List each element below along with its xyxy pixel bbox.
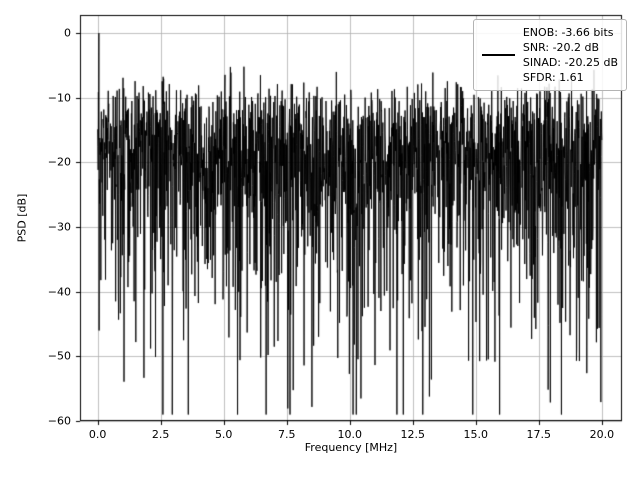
y-tick-label: −20 xyxy=(47,155,71,169)
legend-entry-sinad: SINAD: -20.25 dB xyxy=(522,56,618,69)
y-axis-label: PSD [dB] xyxy=(15,193,29,243)
y-tick-label: −30 xyxy=(47,220,71,234)
legend-entry-enob: ENOB: -3.66 bits xyxy=(522,26,614,39)
x-tick-label: 20.0 xyxy=(589,428,615,441)
legend-entry-snr: SNR: -20.2 dB xyxy=(522,41,600,54)
x-tick-label: 12.5 xyxy=(400,428,426,441)
x-tick-label: 10.0 xyxy=(337,428,362,441)
legend-line-sample xyxy=(481,54,515,56)
legend-entries: ENOB: -3.66 bits SNR: -20.2 dB SINAD: -2… xyxy=(523,25,618,85)
legend: ENOB: -3.66 bits SNR: -20.2 dB SINAD: -2… xyxy=(472,19,627,91)
x-tick-label: 0.0 xyxy=(88,428,107,441)
x-tick-label: 17.5 xyxy=(526,428,552,441)
y-tick-label: −50 xyxy=(47,349,71,363)
x-tick-label: 7.5 xyxy=(277,428,296,441)
x-axis-label: Frequency [MHz] xyxy=(304,441,398,454)
y-tick-label: −10 xyxy=(47,91,71,105)
x-tick-label: 5.0 xyxy=(214,428,233,441)
y-tick-label: −40 xyxy=(47,285,71,299)
legend-entry-sfdr: SFDR: 1.61 xyxy=(522,71,584,84)
y-tick-label: 0 xyxy=(64,26,71,40)
y-tick-label: −60 xyxy=(47,414,71,428)
x-tick-label: 15.0 xyxy=(463,428,489,441)
x-tick-label: 2.5 xyxy=(151,428,170,441)
